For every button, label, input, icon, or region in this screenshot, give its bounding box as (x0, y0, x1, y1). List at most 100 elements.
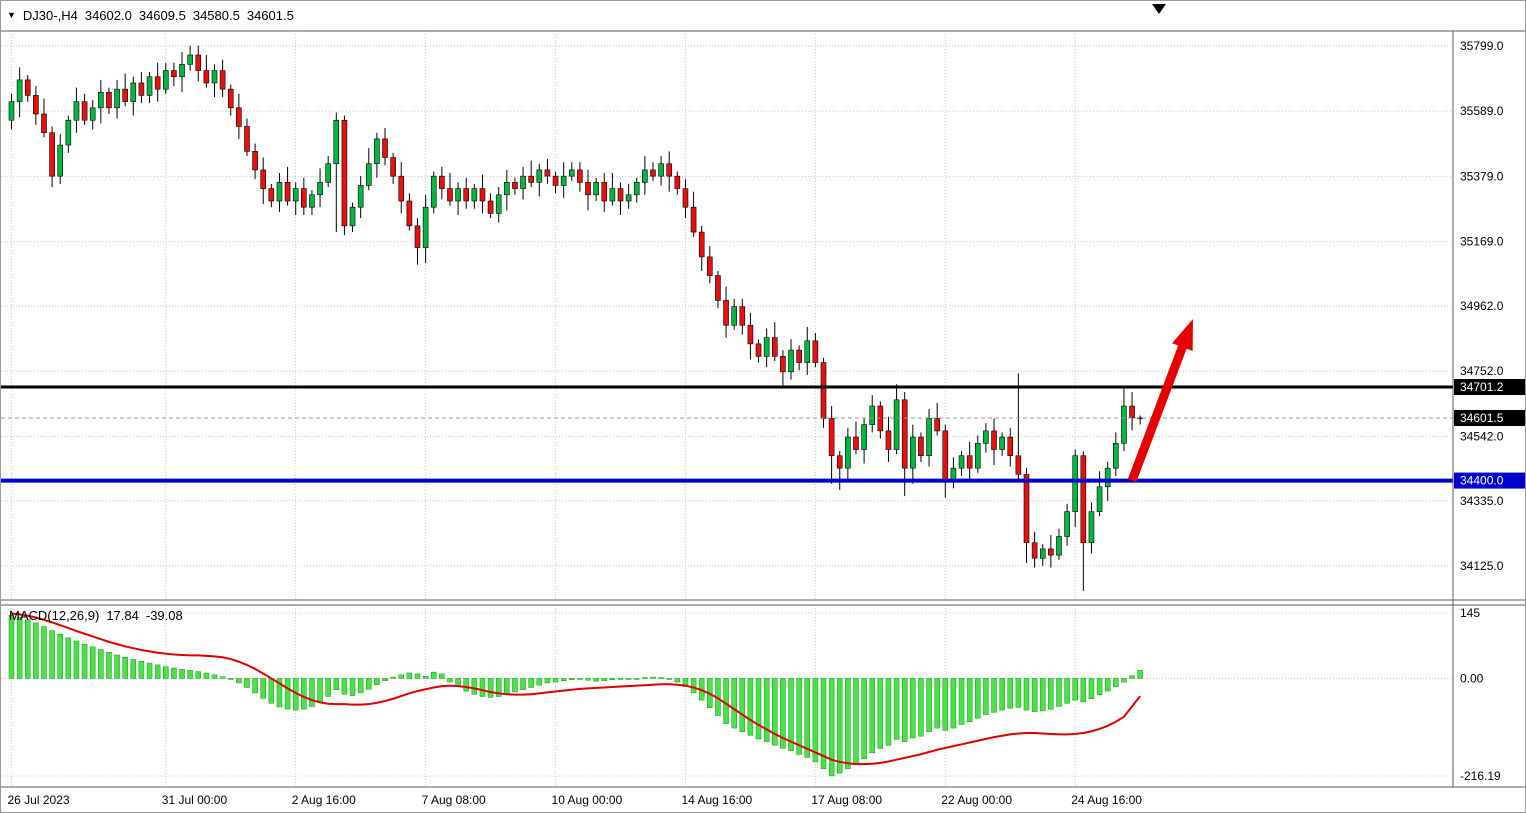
candle-body (715, 275, 721, 301)
macd-histogram-bar (211, 674, 218, 679)
grid-layer (1, 31, 1453, 787)
macd-histogram-bar (504, 678, 510, 695)
candle-body (479, 188, 486, 202)
macd-histogram-bar (926, 678, 932, 732)
macd-histogram-bar (658, 677, 664, 679)
macd-histogram-bar (73, 640, 80, 679)
candle-body (780, 356, 786, 373)
macd-name-label: MACD(12,26,9) (9, 608, 100, 623)
candle-body (439, 175, 445, 189)
macd-indicator-label: MACD(12,26,9) 17.84 -39.08 (9, 608, 183, 623)
candle-body (585, 182, 591, 196)
trend-arrow-head[interactable] (1172, 319, 1193, 351)
collapse-triangle-icon[interactable]: ▼ (7, 10, 16, 20)
macd-histogram-bar (853, 678, 859, 765)
candle-body (617, 188, 624, 202)
candle-body (1023, 474, 1030, 544)
candle-body (1080, 455, 1087, 544)
candle-body (236, 107, 242, 127)
candle-body (731, 306, 737, 326)
candle-body (682, 188, 689, 208)
candle-body (1113, 442, 1119, 469)
candle-body (674, 175, 681, 189)
candle-body (1129, 405, 1135, 419)
candle-body (49, 132, 55, 177)
macd-signal-value: -39.08 (145, 608, 183, 623)
candle-body (89, 107, 96, 121)
candle-body (284, 182, 291, 202)
candle-body (130, 82, 137, 102)
candle-body (106, 91, 112, 109)
macd-histogram-bar (284, 678, 291, 710)
macd-histogram-bar (430, 671, 437, 679)
macd-histogram-bar (552, 678, 559, 683)
current-price-line-badge-label: 34601.5 (1460, 411, 1504, 425)
macd-histogram-bar (219, 676, 226, 679)
macd-histogram-bar (422, 675, 429, 679)
macd-signal-line (11, 612, 1141, 766)
candle-body (406, 200, 413, 227)
macd-histogram-bar (601, 678, 608, 681)
macd-histogram-bar (33, 622, 39, 679)
candle-body (828, 418, 835, 457)
candle-body (422, 206, 429, 248)
chart-header: ▼ DJ30-,H4 34602.0 34609.5 34580.5 34601… (7, 8, 294, 23)
macd-histogram-bar (439, 673, 445, 679)
chart-shift-marker-icon[interactable] (1152, 4, 1166, 14)
candle-body (98, 91, 104, 109)
candle-body (390, 157, 396, 177)
candle-body (187, 54, 193, 65)
candle-body (211, 70, 218, 84)
candle-body (398, 175, 405, 202)
macd-histogram-bar (447, 678, 453, 683)
candle-body (341, 119, 348, 227)
candle-body (1088, 511, 1095, 544)
macd-histogram-bar (520, 678, 526, 690)
macd-histogram-bar (301, 678, 307, 710)
candle-body (642, 169, 648, 183)
axes-layer: 35799.0 35589.0 35379.0 35169.0 34962.0 34752… (1, 30, 1525, 807)
candle-body (853, 436, 859, 450)
candle-body (365, 163, 372, 186)
trend-arrow-shaft[interactable] (1127, 345, 1187, 483)
macd-histogram-bar (893, 678, 900, 740)
macd-histogram-bar (731, 678, 737, 729)
macd-histogram-bar (918, 678, 924, 737)
macd-histogram-bar (650, 676, 656, 679)
candle-body (552, 175, 559, 186)
candle-body (577, 169, 583, 183)
candle-body (463, 188, 470, 202)
candle-body (707, 256, 713, 276)
macd-histogram-bar (195, 671, 202, 679)
price-tick-label: 34962.0 (1460, 299, 1504, 313)
candle-body (179, 64, 185, 78)
support-line-badge (1454, 472, 1525, 489)
candle-body (219, 70, 226, 90)
macd-histogram-bar (958, 678, 965, 725)
macd-histogram-bar (1007, 678, 1014, 709)
candle-body (244, 126, 250, 152)
macd-histogram-bar (179, 669, 185, 679)
macd-histogram-bar (1137, 670, 1143, 679)
ohlc-close-value: 34601.5 (246, 8, 294, 23)
price-tick-label: 35169.0 (1460, 235, 1504, 249)
macd-histogram-bar (276, 678, 283, 708)
macd-histogram-bar (674, 678, 681, 683)
candle-body (918, 436, 924, 457)
macd-histogram-bar (577, 678, 583, 680)
candle-body (666, 163, 673, 177)
macd-histogram-bar (333, 678, 340, 690)
price-tick-label: 34542.0 (1460, 429, 1504, 443)
macd-histogram-bar (755, 678, 762, 740)
macd-histogram-bar (49, 630, 55, 679)
time-axis-label: 24 Aug 16:00 (1071, 793, 1142, 807)
macd-histogram-bar (1113, 678, 1119, 687)
candle-body (512, 182, 518, 189)
macd-histogram-bar (536, 678, 543, 686)
macd-histogram-bar (138, 661, 145, 679)
candle-body (593, 182, 599, 196)
candle-body (633, 182, 640, 196)
macd-histogram-bar (1096, 678, 1103, 695)
macd-histogram-bar (642, 677, 648, 679)
